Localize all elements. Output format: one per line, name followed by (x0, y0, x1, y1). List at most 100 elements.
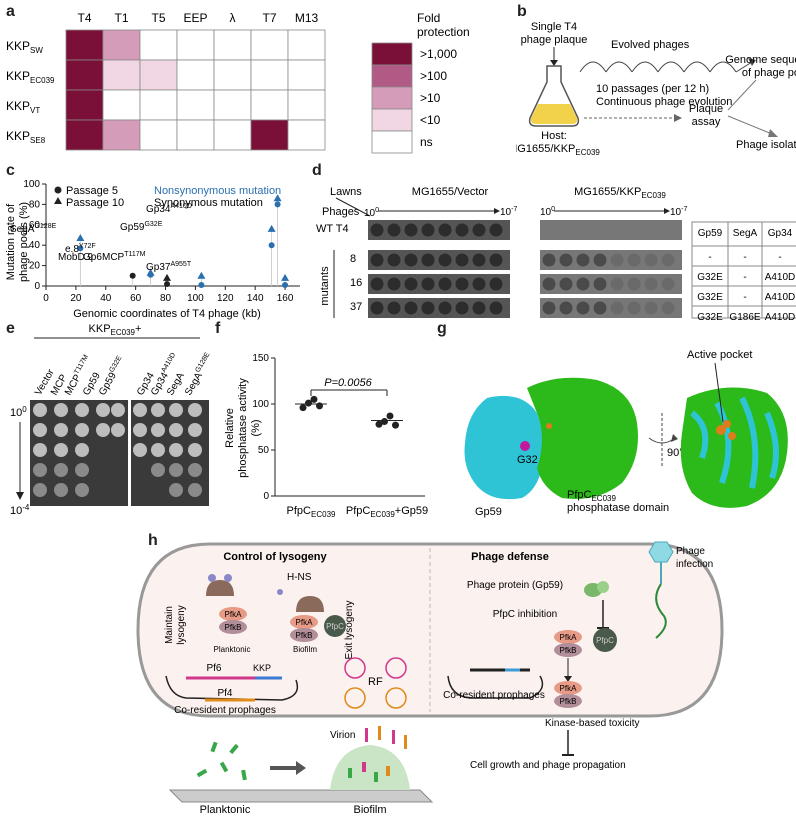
f-ytick: 150 (252, 353, 269, 364)
heatmap-col-5: T7 (262, 11, 276, 25)
c-gene-label: Gp34A410D (146, 203, 192, 215)
host-label: Host: (541, 130, 567, 142)
passage-loops (579, 58, 756, 73)
plaque-label-1: Single T4 (531, 21, 577, 33)
d-spot (559, 253, 573, 267)
c-gene-label: SegAG128E (10, 223, 57, 235)
heatmap-cell (213, 59, 252, 91)
d-spot (455, 301, 469, 315)
panel-a-heatmap: T4 T1 T5 EEP λ T7 M13 KKPSW KKPEC039 KKPVT KKPSE8… (6, 11, 470, 154)
pf4-label: Pf4 (217, 688, 232, 699)
heatmap-cell (213, 89, 252, 121)
heatmap-col-4: λ (230, 11, 236, 25)
c-point (281, 273, 290, 281)
biofilm-mound (330, 745, 410, 790)
d-spot (438, 223, 452, 237)
plaque-assay-2: assay (692, 116, 721, 128)
d-table-cell: A410D (765, 292, 796, 303)
lawn2-label: MG1655/KKP (574, 186, 641, 198)
genome-seq-2: of phage pools (742, 67, 796, 79)
e-spot (75, 443, 89, 457)
f-point (310, 395, 318, 403)
c-point (164, 280, 171, 287)
d-spot (661, 301, 675, 315)
seq-arrow (735, 61, 753, 73)
rf-label: RF (368, 676, 383, 688)
d-spot (438, 301, 452, 315)
legend-passage5: Passage 5 (66, 185, 118, 197)
d-spot (644, 277, 658, 291)
heatmap-cell (176, 59, 215, 91)
e-spot (188, 443, 202, 457)
e-spot (169, 483, 183, 497)
e-col-label: SegAG128E (182, 351, 215, 397)
heatmap-cell (102, 89, 141, 121)
d-table-head: SegA (733, 228, 758, 239)
c-xtick: 80 (160, 293, 172, 304)
f-point (316, 402, 323, 410)
c-ytick: 0 (34, 281, 40, 292)
heatmap-col-2: T5 (151, 11, 165, 25)
passage-arrow (683, 61, 711, 73)
d-spot (489, 253, 503, 267)
d-row-label: 37 (350, 301, 362, 313)
f-ylabel-2: phosphatase activity (237, 378, 249, 478)
c-point (147, 271, 154, 278)
panel-label-c: c (6, 162, 15, 179)
c-point (129, 272, 136, 279)
rotate-icon (648, 413, 678, 468)
phage-infection-1: Phage (676, 546, 705, 557)
legend-swatch (371, 86, 413, 110)
hns-label: H-NS (287, 572, 312, 583)
heatmap-row-1: KKPEC039 (6, 69, 55, 85)
heatmap-cell (287, 59, 326, 91)
d-spot (370, 301, 384, 315)
c-point (76, 234, 85, 242)
planktonic-label: Planktonic (200, 804, 251, 816)
c-xtick: 20 (70, 293, 82, 304)
phage-icon (648, 541, 674, 639)
heatmap-cell (65, 29, 104, 61)
e-spot (33, 403, 47, 417)
phage-protein: Phage protein (Gp59) (467, 580, 563, 591)
e-spot (169, 443, 183, 457)
c-ytick: 80 (29, 199, 41, 210)
chromosome-right (447, 675, 544, 699)
pfk-complex-right: PfkA PfkB PfpC (290, 615, 346, 642)
heatmap-cell (102, 119, 141, 151)
d-dil-end2: 10 (670, 207, 682, 218)
e-spot (111, 403, 125, 417)
c-gene-label: Gp6 (83, 252, 102, 263)
e-spot (188, 463, 202, 477)
rot-label: 90° (667, 447, 684, 459)
d-spot (661, 277, 675, 291)
pf6-label: Pf6 (206, 663, 221, 674)
e-spot (133, 443, 147, 457)
passage-arrow (657, 61, 685, 73)
c-xlabel: Genomic coordinates of T4 phage (kb) (73, 308, 261, 320)
passages-label: 10 passages (per 12 h) (596, 83, 709, 95)
c-xtick: 60 (130, 293, 142, 304)
c-gene-label: e.8Y72F (65, 243, 96, 255)
e-spot (151, 403, 165, 417)
d-spot (370, 253, 384, 267)
phage-infection-2: infection (676, 559, 713, 570)
e-spot (169, 423, 183, 437)
heatmap-cell (213, 119, 252, 151)
heatmap-row-0: KKPSW (6, 39, 43, 55)
heatmap-cell (287, 89, 326, 121)
heatmap-cell (139, 59, 178, 91)
e-spot (54, 443, 68, 457)
pfkb-right: PfkB (296, 631, 313, 640)
svg-text:10-4: 10-4 (10, 503, 30, 517)
d-spot (489, 277, 503, 291)
e-spot (96, 423, 110, 437)
c-ytick: 100 (23, 179, 40, 190)
e-header: KKP (89, 323, 111, 335)
biofilm-small: Biofilm (293, 645, 317, 654)
pfka-defense: PfkA (560, 633, 578, 642)
surface (168, 789, 434, 803)
heatmap-cell (287, 29, 326, 61)
svg-text:KKPEC039+: KKPEC039+ (89, 323, 142, 337)
maintain-2: lysogeny (176, 605, 187, 644)
